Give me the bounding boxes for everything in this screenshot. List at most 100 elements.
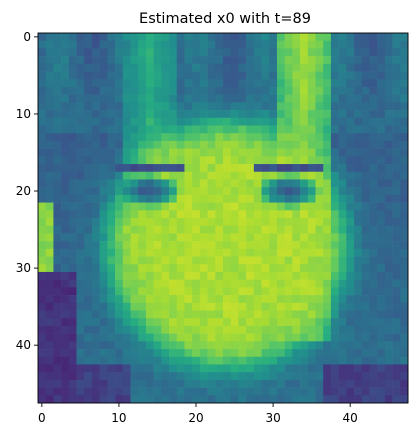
heatmap-cell — [346, 372, 355, 381]
heatmap-cell — [192, 225, 201, 234]
heatmap-cell — [215, 56, 224, 65]
heatmap-cell — [76, 295, 85, 304]
heatmap-cell — [292, 79, 301, 88]
heatmap-cell — [91, 164, 100, 173]
heatmap-cell — [230, 271, 239, 280]
heatmap-cell — [76, 302, 85, 311]
heatmap-cell — [377, 187, 386, 196]
heatmap-cell — [246, 148, 255, 157]
heatmap-cell — [153, 194, 162, 203]
heatmap-cell — [107, 210, 116, 219]
heatmap-cell — [300, 372, 309, 381]
heatmap-cell — [176, 86, 185, 95]
heatmap-cell — [145, 279, 154, 288]
heatmap-cell — [45, 218, 54, 227]
heatmap-cell — [199, 171, 208, 180]
heatmap-cell — [246, 364, 255, 373]
heatmap-cell — [99, 395, 108, 404]
heatmap-cell — [145, 202, 154, 211]
heatmap-cell — [138, 349, 147, 358]
heatmap-cell — [192, 63, 201, 72]
heatmap-cell — [284, 102, 293, 111]
heatmap-cell — [246, 218, 255, 227]
heatmap-cell — [161, 349, 170, 358]
heatmap-cell — [246, 79, 255, 88]
heatmap-cell — [354, 117, 363, 126]
heatmap-cell — [300, 287, 309, 296]
heatmap-cell — [68, 302, 77, 311]
heatmap-cell — [122, 63, 131, 72]
heatmap-cell — [115, 63, 124, 72]
heatmap-cell — [130, 94, 139, 103]
heatmap-cell — [276, 310, 285, 319]
heatmap-cell — [246, 256, 255, 265]
heatmap-cell — [107, 248, 116, 257]
heatmap-cell — [45, 33, 54, 42]
heatmap-cell — [261, 241, 270, 250]
heatmap-cell — [53, 218, 62, 227]
heatmap-cell — [307, 218, 316, 227]
heatmap-cell — [223, 148, 232, 157]
heatmap-cell — [45, 372, 54, 381]
heatmap-cell — [292, 125, 301, 134]
heatmap-cell — [76, 56, 85, 65]
heatmap-cell — [346, 71, 355, 80]
heatmap-cell — [338, 325, 347, 334]
heatmap-cell — [215, 86, 224, 95]
heatmap-cell — [238, 148, 247, 157]
heatmap-cell — [223, 241, 232, 250]
heatmap-cell — [330, 379, 339, 388]
heatmap-cell — [192, 310, 201, 319]
heatmap-cell — [292, 295, 301, 304]
heatmap-cell — [169, 194, 178, 203]
heatmap-cell — [315, 202, 324, 211]
heatmap-cell — [53, 241, 62, 250]
heatmap-cell — [276, 279, 285, 288]
heatmap-cell — [145, 349, 154, 358]
heatmap-cell — [330, 264, 339, 273]
heatmap-cell — [84, 395, 93, 404]
heatmap-cell — [246, 241, 255, 250]
heatmap-cell — [45, 318, 54, 327]
heatmap-cell — [330, 187, 339, 196]
heatmap-cell — [99, 94, 108, 103]
heatmap-cell — [330, 233, 339, 242]
heatmap-cell — [107, 333, 116, 342]
heatmap-cell — [184, 218, 193, 227]
heatmap-cell — [253, 256, 262, 265]
heatmap-cell — [361, 202, 370, 211]
heatmap-cell — [292, 387, 301, 396]
heatmap-cell — [269, 302, 278, 311]
heatmap-cell — [161, 110, 170, 119]
heatmap-cell — [153, 241, 162, 250]
heatmap-cell — [68, 364, 77, 373]
heatmap-cell — [292, 202, 301, 211]
heatmap-cell — [84, 164, 93, 173]
heatmap-cell — [361, 210, 370, 219]
heatmap-cell — [153, 349, 162, 358]
heatmap-cell — [107, 94, 116, 103]
heatmap-cell — [330, 341, 339, 350]
heatmap-cell — [284, 187, 293, 196]
heatmap-cell — [284, 194, 293, 203]
heatmap-cell — [384, 302, 393, 311]
heatmap-cell — [284, 248, 293, 257]
heatmap-cell — [346, 63, 355, 72]
heatmap-cell — [61, 33, 70, 42]
heatmap-cell — [223, 264, 232, 273]
heatmap-cell — [384, 364, 393, 373]
heatmap-cell — [215, 164, 224, 173]
heatmap-cell — [76, 349, 85, 358]
heatmap-cell — [68, 187, 77, 196]
heatmap-cell — [338, 225, 347, 234]
heatmap-cell — [91, 117, 100, 126]
heatmap-cell — [153, 387, 162, 396]
heatmap-cell — [99, 179, 108, 188]
heatmap-cell — [145, 63, 154, 72]
heatmap-cell — [61, 187, 70, 196]
heatmap-cell — [99, 33, 108, 42]
heatmap-cell — [346, 156, 355, 165]
heatmap-cell — [207, 63, 216, 72]
heatmap-cell — [253, 102, 262, 111]
heatmap-cell — [315, 148, 324, 157]
